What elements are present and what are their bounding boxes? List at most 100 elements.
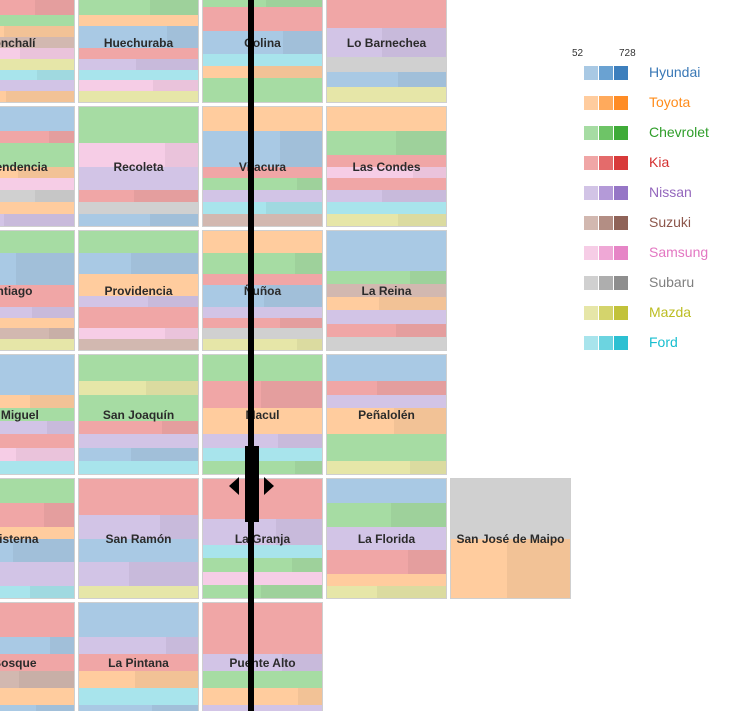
brand-band-step (261, 584, 322, 598)
brand-band-step (46, 421, 74, 436)
brand-band (327, 57, 446, 73)
comuna-tile[interactable]: Peñalolén (326, 354, 447, 475)
comuna-tile[interactable]: Recoleta (78, 106, 199, 227)
brand-band (203, 54, 322, 67)
legend-label: Toyota (649, 94, 691, 110)
brand-band-step (292, 558, 322, 573)
brand-band-step (3, 214, 74, 226)
brand-band-step (396, 323, 446, 338)
comuna-tile[interactable]: onchalí (0, 0, 75, 103)
legend-swatch (614, 66, 628, 80)
comuna-tile[interactable]: La Pintana (78, 602, 199, 711)
brand-band (203, 107, 322, 132)
comuna-tile[interactable]: Cisterna (0, 478, 75, 599)
brand-band (79, 479, 198, 516)
brand-band (0, 231, 74, 254)
brand-band (203, 447, 322, 462)
brand-band (0, 460, 74, 474)
brand-band-step (3, 26, 74, 38)
legend-swatch (614, 276, 628, 290)
brand-band (203, 407, 322, 436)
arrow-left-icon[interactable] (229, 477, 239, 495)
comuna-tile[interactable]: Bosque (0, 602, 75, 711)
comuna-tile[interactable]: Las Condes (326, 106, 447, 227)
comuna-tile[interactable]: San José de Maipo (450, 478, 571, 599)
brand-band (79, 15, 198, 27)
legend-item: Subaru (584, 274, 744, 290)
comuna-tile[interactable]: Macul (202, 354, 323, 475)
comuna-tile[interactable]: La Reina (326, 230, 447, 351)
legend-swatch (614, 186, 628, 200)
legend-swatch (599, 186, 613, 200)
brand-band-step (412, 166, 446, 180)
legend-swatch (584, 126, 598, 140)
comparison-divider[interactable] (248, 0, 254, 711)
legend-swatch (614, 336, 628, 350)
brand-band-step (15, 447, 74, 462)
brand-band (79, 69, 198, 82)
brand-band (203, 603, 322, 655)
comuna-tile[interactable]: Puente Alto (202, 602, 323, 711)
comuna-tile[interactable]: n Miguel (0, 354, 75, 475)
comuna-tile[interactable]: La Florida (326, 478, 447, 599)
brand-band (0, 434, 74, 449)
comuna-tile[interactable]: San Joaquín (78, 354, 199, 475)
legend-swatch (614, 96, 628, 110)
legend-swatch (599, 246, 613, 260)
comuna-tile[interactable]: Colina (202, 0, 323, 103)
legend-swatch (584, 96, 598, 110)
legend-item: Toyota (584, 94, 744, 110)
divider-drag-handle[interactable] (245, 446, 259, 522)
comuna-tile[interactable]: Ñuñoa (202, 230, 323, 351)
brand-band (203, 705, 322, 711)
brand-band (0, 202, 74, 215)
brand-band-step (282, 30, 322, 56)
brand-band (0, 178, 74, 191)
brand-band-step (151, 705, 198, 711)
comuna-tile[interactable]: Huechuraba (78, 0, 199, 103)
legend-swatch (614, 306, 628, 320)
brand-band-step (13, 538, 74, 563)
brand-band (79, 328, 198, 340)
brand-band (79, 107, 198, 144)
comuna-tile[interactable]: La Granja (202, 478, 323, 599)
legend-item: Ford (584, 334, 744, 350)
brand-band (79, 355, 198, 383)
brand-band (79, 654, 198, 672)
legend-item: Nissan (584, 184, 744, 200)
comuna-tile[interactable]: Providencia (78, 230, 199, 351)
comuna-tile[interactable]: ependencia (0, 106, 75, 227)
brand-band (203, 339, 322, 350)
legend-swatch (584, 276, 598, 290)
brand-band (203, 252, 322, 275)
brand-band-step (398, 214, 446, 226)
brand-band (203, 355, 322, 383)
brand-band-step (376, 586, 446, 598)
brand-band (203, 328, 322, 340)
brand-band-step (131, 252, 198, 275)
comuna-tile[interactable]: San Ramón (78, 478, 199, 599)
brand-band (79, 586, 198, 598)
brand-band (79, 202, 198, 215)
brand-band (0, 15, 74, 27)
brand-band-step (381, 27, 446, 59)
brand-band (0, 654, 74, 672)
brand-band (79, 91, 198, 102)
brand-band (0, 37, 74, 49)
brand-band-step (391, 502, 446, 528)
brand-band (203, 78, 322, 102)
brand-band (79, 603, 198, 638)
brand-band (0, 603, 74, 638)
brand-band-step (34, 190, 74, 203)
brand-band-step (396, 130, 446, 156)
comuna-tile[interactable]: Vitacura (202, 106, 323, 227)
legend-item: Kia (584, 154, 744, 170)
arrow-right-icon[interactable] (264, 477, 274, 495)
comuna-tile[interactable]: Lo Barnechea (326, 0, 447, 103)
legend-label: Hyundai (649, 64, 701, 80)
brand-band-step (280, 317, 322, 330)
comuna-tile[interactable]: ntiago (0, 230, 75, 351)
brand-band (327, 310, 446, 325)
brand-band (0, 285, 74, 308)
brand-band-step (18, 166, 74, 180)
